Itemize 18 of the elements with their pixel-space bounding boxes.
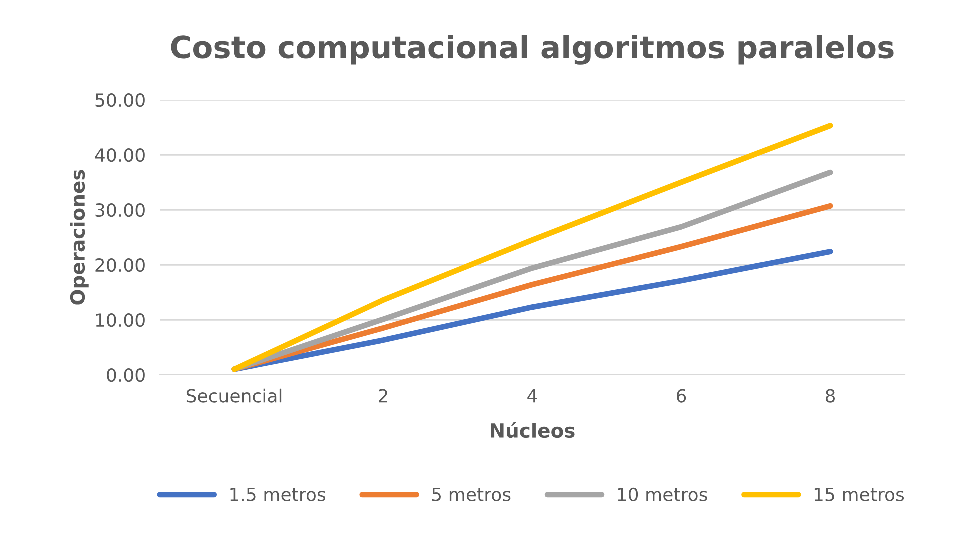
y-tick-label: 20.00 [96, 258, 145, 272]
x-tick-label: 2 [379, 389, 388, 403]
chart-title: Costo computacional algoritmos paralelos [171, 35, 894, 65]
y-tick-label: 0.00 [107, 368, 145, 382]
x-axis-title: Núcleos [491, 422, 575, 438]
x-tick-label: Secuencial [186, 388, 282, 403]
legend-label: 10 metros [618, 488, 708, 502]
y-tick-label: 30.00 [96, 203, 145, 218]
x-tick-label: 8 [826, 389, 836, 403]
legend-label: 1.5 metros [230, 488, 326, 502]
y-tick-label: 40.00 [95, 148, 145, 162]
y-tick-label: 50.00 [96, 93, 145, 108]
x-tick-label: 4 [528, 389, 538, 403]
x-tick-label: 6 [677, 389, 686, 403]
legend-label: 5 metros [432, 488, 511, 502]
y-tick-label: 10.00 [96, 313, 145, 328]
legend-label: 15 metros [814, 488, 904, 502]
y-axis-title: Operaciones [70, 170, 89, 305]
